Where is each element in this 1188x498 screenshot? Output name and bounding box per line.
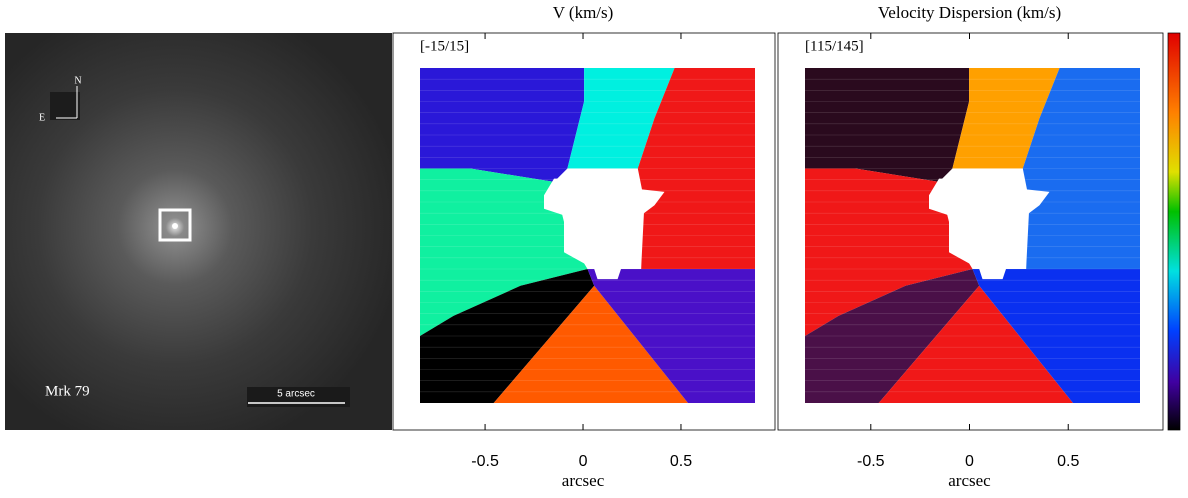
- bin-region: [878, 285, 1073, 403]
- masked-center: [929, 168, 1050, 280]
- bin-region: [637, 68, 755, 269]
- nucleus: [172, 223, 178, 229]
- bin-region: [805, 68, 970, 182]
- bin-region: [805, 269, 980, 403]
- bin-region: [805, 168, 973, 336]
- north-label: N: [74, 75, 81, 86]
- bin-region: [587, 269, 755, 403]
- range-label: [-15/15]: [420, 38, 469, 54]
- bin-region: [420, 168, 588, 336]
- x-tick-label: 0: [579, 453, 588, 470]
- bin-region: [567, 68, 675, 169]
- scale-box: [247, 387, 350, 407]
- x-tick-label: 0.5: [1057, 453, 1079, 470]
- x-axis-label: arcsec: [562, 471, 605, 490]
- panel-title: Velocity Dispersion (km/s): [878, 3, 1061, 22]
- scale-label: 5 arcsec: [277, 389, 315, 400]
- bin-region: [972, 269, 1140, 403]
- range-label: [115/145]: [805, 38, 864, 54]
- panel-title: V (km/s): [553, 3, 614, 22]
- object-label: Mrk 79: [45, 383, 90, 399]
- x-tick-label: 0.5: [670, 453, 692, 470]
- bin-region: [420, 269, 595, 403]
- x-axis-label: arcsec: [948, 471, 991, 490]
- masked-center: [544, 168, 665, 280]
- bin-region: [1022, 68, 1140, 269]
- x-tick-label: -0.5: [857, 453, 885, 470]
- east-label: E: [39, 112, 45, 123]
- zoom-box: [158, 208, 192, 242]
- x-tick-label: -0.5: [471, 453, 499, 470]
- colorbar: [1167, 32, 1181, 431]
- x-tick-label: 0: [965, 453, 974, 470]
- bin-region: [952, 68, 1060, 169]
- bin-region: [420, 68, 585, 182]
- bin-region: [493, 285, 688, 403]
- compass-box: [50, 92, 80, 120]
